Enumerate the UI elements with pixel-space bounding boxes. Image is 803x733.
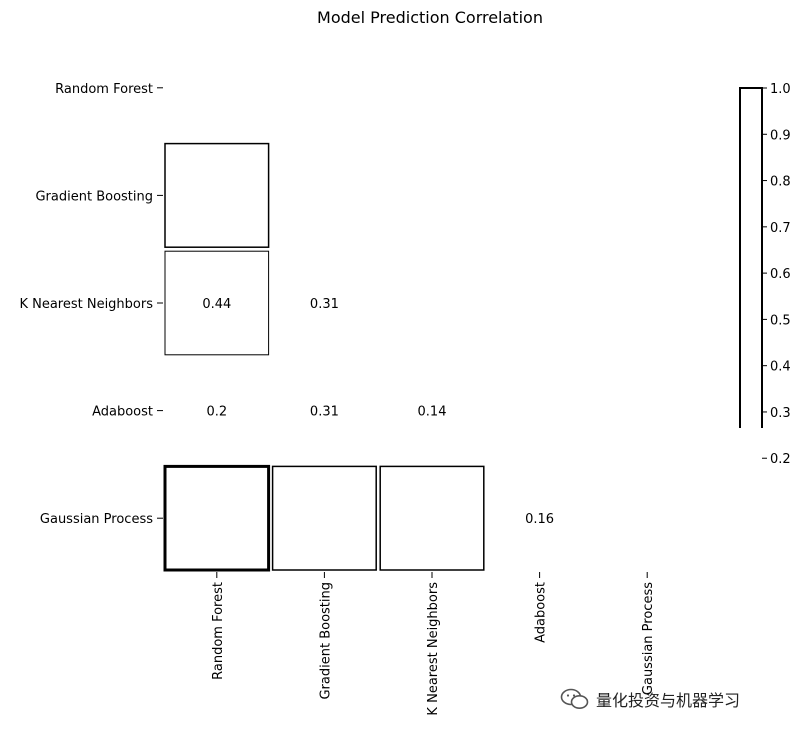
cell-value-label: 0.44 xyxy=(202,297,231,312)
wechat-logo-icon xyxy=(560,688,589,709)
row-label: Gaussian Process xyxy=(40,512,153,527)
row-label: Random Forest xyxy=(55,82,153,97)
colorbar-tick-label: 0.3 xyxy=(770,406,791,421)
cell-outline xyxy=(271,465,377,571)
cell-value-label: 0.14 xyxy=(418,405,447,420)
cell-outline xyxy=(164,250,270,356)
heatmap-cell xyxy=(163,356,271,465)
colorbar-tick-label: 0.9 xyxy=(770,128,791,143)
cell-value-label: 0.16 xyxy=(525,512,554,527)
column-label: Adaboost xyxy=(534,582,549,643)
colorbar-tick-label: 0.7 xyxy=(770,221,791,236)
colorbar: 1.0 0.9 0.8 0.7 0.6 0.5 0.4 0.3 0.2 xyxy=(739,82,791,486)
row-label: Gradient Boosting xyxy=(35,189,153,204)
colorbar-tick-label: 0.5 xyxy=(770,313,791,328)
column-label: Gradient Boosting xyxy=(318,582,333,700)
colorbar-tick-label: 0.6 xyxy=(770,267,791,282)
row-label: K Nearest Neighbors xyxy=(19,297,153,312)
cell-value-label: 0.31 xyxy=(310,405,339,420)
colorbar-tick-label: 0.2 xyxy=(770,452,791,467)
heatmap-cell xyxy=(378,464,486,572)
heatmap-cell xyxy=(270,249,379,357)
watermark: 量化投资与机器学习 xyxy=(560,684,740,714)
column-label: K Nearest Neighbors xyxy=(426,582,441,716)
cell-outline xyxy=(164,142,270,248)
heatmap-cell xyxy=(270,464,379,572)
chart-title: Model Prediction Correlation xyxy=(317,8,543,27)
column-label: Gaussian Process xyxy=(641,582,656,695)
column-label: Random Forest xyxy=(211,582,226,680)
heatmap-cell xyxy=(485,464,594,572)
watermark-text: 量化投资与机器学习 xyxy=(596,691,741,710)
heatmap-cell xyxy=(378,356,486,465)
colorbar-tick-label: 1.0 xyxy=(770,82,791,97)
cell-value-label: 0.31 xyxy=(310,297,339,312)
heatmap-cell xyxy=(163,464,271,572)
row-labels: Random Forest Gradient Boosting K Nearest … xyxy=(19,82,163,527)
heatmap-cells: 0.44 0.31 0.2 0.31 0.14 0.16 xyxy=(163,141,594,572)
heatmap-cell xyxy=(163,249,271,357)
column-labels: Random Forest Gradient Boosting K Nearest … xyxy=(211,572,656,716)
heatmap-cell xyxy=(163,141,271,250)
heatmap-cell xyxy=(270,356,379,465)
colorbar-tick-label: 0.8 xyxy=(770,175,791,190)
row-label: Adaboost xyxy=(92,405,153,420)
cell-outline xyxy=(379,465,485,571)
cell-outline xyxy=(163,464,271,572)
colorbar-gradient xyxy=(740,88,762,486)
colorbar-outline xyxy=(739,87,763,428)
colorbar-tick-label: 0.4 xyxy=(770,360,791,375)
cell-value-label: 0.2 xyxy=(206,405,227,420)
